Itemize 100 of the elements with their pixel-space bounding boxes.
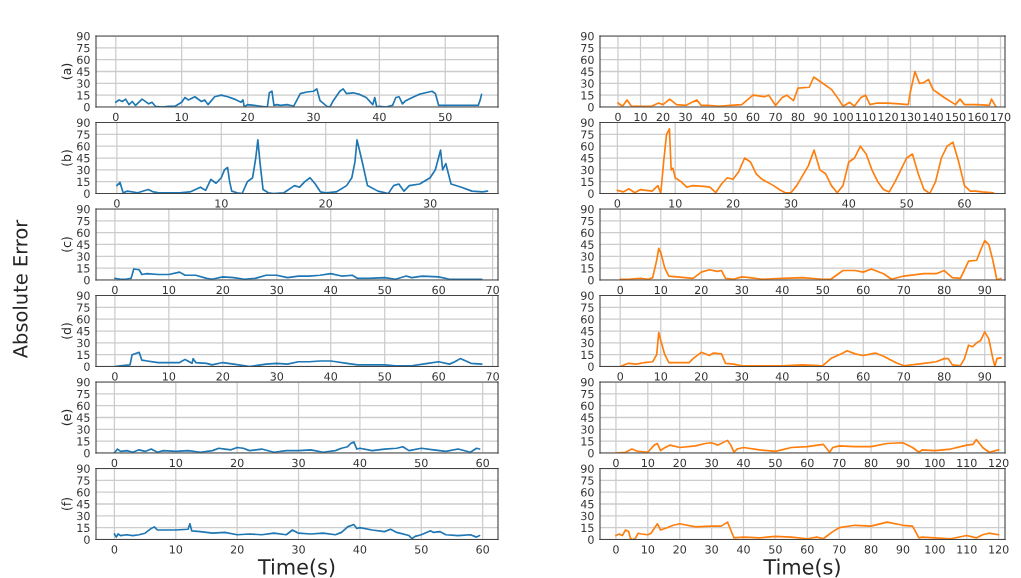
x-tick-label: 100 [925,458,945,468]
line-series [114,268,483,280]
x-tick-label: 10 [654,372,668,381]
y-tick-label: 30 [77,79,90,88]
x-tick-label: 0 [114,199,120,208]
x-tick-label: 80 [937,372,951,381]
x-tick-label: 40 [775,372,789,381]
y-tick-label: 15 [581,437,594,446]
x-tick-label: 50 [415,545,428,554]
y-tick-label: 45 [76,500,90,509]
x-tick-label: 20 [656,112,670,122]
y-tick-label: 75 [581,303,594,312]
y-tick-label: 15 [77,523,90,533]
y-tick-label: 30 [77,338,90,348]
x-tick-label: 30 [307,112,320,122]
y-tick-label: 90 [581,31,594,41]
x-tick-label: 80 [864,545,878,554]
y-axis-title: (f) [61,498,73,510]
x-tick-label: 10 [641,545,655,554]
x-tick-label: 60 [958,199,971,208]
line-series [615,521,1000,540]
y-tick-label: 60 [77,142,90,151]
y-tick-label: 0 [84,102,90,112]
y-axis-title: (a) [61,63,73,80]
x-tick-label: 70 [897,285,911,295]
y-tick-label: 45 [76,154,90,163]
y-tick-label: 45 [76,240,90,249]
x-tick-label: 70 [897,372,911,381]
y-tick-label: 15 [77,177,90,187]
x-tick-label: 20 [694,285,708,295]
x-tick-label: 50 [769,545,782,554]
y-tick-label: 45 [76,67,90,76]
x-tick-label: 50 [816,285,830,295]
x-tick-label: 30 [705,458,718,468]
x-tick-label: 60 [432,372,445,381]
x-tick-label: 40 [324,285,338,295]
line-series [113,441,481,453]
x-axis-title: Time(s) [763,558,840,578]
y-tick-label: 60 [581,315,594,324]
y-tick-label: 45 [580,67,594,76]
x-tick-label: 80 [791,112,805,122]
x-tick-label: 30 [423,199,437,208]
y-tick-label: 45 [76,413,90,422]
y-tick-label: 0 [588,362,594,371]
y-tick-label: 75 [77,130,90,139]
y-tick-label: 0 [588,448,594,458]
y-tick-label: 30 [581,79,594,88]
y-tick-label: 15 [77,264,90,273]
y-tick-label: 0 [84,535,90,544]
x-tick-label: 0 [112,285,118,295]
x-tick-label: 50 [439,112,452,122]
y-tick-label: 15 [581,264,594,273]
y-tick-label: 60 [77,315,90,324]
x-tick-label: 30 [270,372,284,381]
x-tick-label: 70 [833,545,846,554]
y-tick-label: 0 [588,189,594,198]
x-tick-label: 40 [701,112,715,122]
y-tick-label: 75 [581,389,594,399]
x-tick-label: 0 [614,199,621,208]
y-tick-label: 30 [77,252,90,261]
x-tick-label: 40 [353,458,367,468]
line-series [619,239,1002,280]
line-series [116,139,489,194]
x-tick-label: 70 [833,458,846,468]
line-series [616,127,995,194]
x-tick-label: 70 [486,285,499,295]
x-tick-label: 50 [769,458,782,468]
x-tick-label: 50 [378,372,392,381]
y-tick-label: 75 [77,303,90,312]
x-tick-label: 140 [923,112,943,122]
x-tick-label: 160 [968,112,988,122]
y-tick-label: 0 [588,275,594,285]
y-tick-label: 90 [77,31,90,41]
y-axis-title: (b) [61,150,73,166]
text: Absolute Error [12,219,28,359]
x-tick-label: 10 [669,199,682,208]
x-tick-label: 0 [615,112,621,122]
y-tick-label: 60 [581,142,594,151]
x-tick-label: 110 [856,112,876,122]
y-tick-label: 15 [581,177,594,187]
x-tick-label: 90 [896,458,910,468]
x-tick-label: 90 [978,372,992,381]
x-tick-label: 100 [833,112,853,122]
x-tick-label: 170 [991,112,1011,122]
x-tick-label: 90 [978,285,992,295]
x-tick-label: 80 [937,285,951,295]
y-tick-label: 30 [77,165,90,175]
x-tick-label: 10 [163,285,176,295]
x-tick-label: 110 [957,545,977,554]
x-tick-label: 0 [617,285,624,295]
y-tick-label: 60 [77,488,90,497]
x-tick-label: 120 [878,112,898,122]
x-tick-label: 20 [241,112,254,122]
y-tick-label: 30 [77,425,90,434]
x-tick-label: 60 [800,458,814,468]
x-tick-label: 20 [230,545,244,554]
y-tick-label: 75 [581,43,594,53]
x-tick-label: 30 [784,199,798,208]
x-tick-label: 40 [372,112,386,122]
x-tick-label: 20 [216,285,230,295]
